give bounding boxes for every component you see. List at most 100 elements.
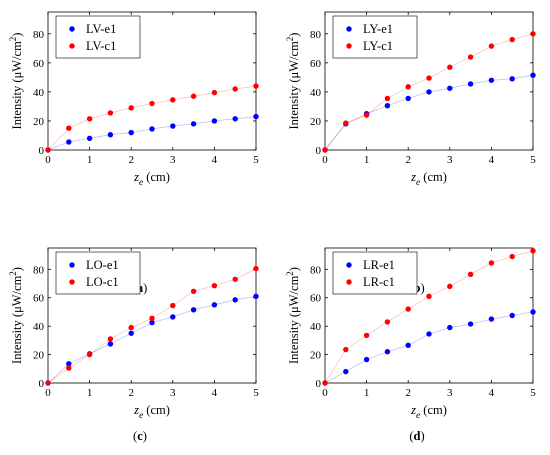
- legend-box: [332, 15, 418, 59]
- x-tick-label: 3: [170, 387, 176, 399]
- data-point-LY-e1: [405, 95, 411, 102]
- data-point-LY-e1: [467, 81, 474, 87]
- chart-panel-c: 0 1 2 3 4 5 0 20 40 60 80 ze (cm) Intensity (μW/cm2)…: [8, 247, 259, 421]
- data-point-LO-e1: [107, 341, 114, 347]
- data-point-LY-e1: [447, 85, 453, 91]
- y-tick-label: 80: [310, 29, 322, 41]
- legend-marker-LR-c1: [346, 279, 352, 285]
- series-trend-line-LO-e1: [47, 295, 257, 384]
- legend-marker-LR-e1: [346, 262, 352, 268]
- chart-panel-d: 0 1 2 3 4 5 0 20 40 60 80 ze (cm) Intensity (μW/cm2)…: [285, 247, 536, 421]
- data-point-LR-e1: [447, 324, 453, 331]
- legend-marker-LV-c1: [69, 43, 75, 49]
- data-point-LV-c1: [253, 83, 259, 89]
- data-point-LY-c1: [384, 95, 391, 102]
- data-point-LY-c1: [322, 147, 328, 153]
- data-point-LV-c1: [86, 116, 93, 122]
- plot-frame: [324, 247, 534, 384]
- data-point-LO-c1: [86, 351, 93, 358]
- y-tick-label: 60: [310, 293, 322, 305]
- x-tick-label: 3: [447, 387, 453, 399]
- series-trend-line-LV-e1: [47, 116, 257, 151]
- data-point-LV-e1: [107, 132, 114, 138]
- legend-marker-LY-c1: [346, 43, 352, 49]
- data-point-LY-c1: [467, 54, 474, 60]
- y-tick-label: 60: [33, 293, 45, 305]
- x-tick-label: 2: [128, 387, 134, 399]
- x-tick-label: 5: [530, 387, 536, 399]
- x-tick-label: 3: [447, 154, 453, 166]
- plot-frame: [47, 11, 257, 151]
- legend-box: [55, 251, 141, 295]
- y-axis-label: Intensity (μW/cm2): [285, 33, 301, 130]
- x-tick-label: 2: [405, 387, 411, 399]
- x-tick-label: 2: [128, 154, 134, 166]
- data-point-LV-c1: [170, 97, 176, 103]
- data-point-LO-c1: [170, 302, 176, 309]
- legend-marker-LY-e1: [346, 26, 352, 32]
- data-point-LR-c1: [447, 283, 453, 290]
- data-point-LR-c1: [509, 253, 515, 260]
- plot-frame: [47, 247, 257, 384]
- data-point-LR-c1: [426, 293, 432, 300]
- data-point-LR-c1: [488, 260, 495, 266]
- x-tick-label: 3: [170, 154, 176, 166]
- x-axis-label: ze (cm): [410, 170, 447, 188]
- legend-label-LY-c1: LY-c1: [363, 39, 393, 53]
- x-tick-label: 4: [489, 387, 495, 399]
- y-tick-label: 80: [33, 264, 45, 276]
- x-tick-label: 1: [364, 154, 370, 166]
- x-tick-label: 5: [253, 387, 259, 399]
- data-point-LO-e1: [170, 314, 176, 320]
- legend-label-LV-e1: LV-e1: [86, 22, 116, 36]
- data-point-LV-e1: [149, 126, 155, 132]
- data-point-LY-e1: [509, 76, 515, 82]
- data-point-LV-c1: [45, 147, 51, 153]
- x-tick-label: 0: [45, 387, 51, 399]
- data-point-LO-e1: [190, 307, 197, 313]
- y-tick-label: 0: [316, 145, 322, 157]
- y-axis-label: Intensity (μW/cm2): [8, 267, 24, 364]
- x-tick-label: 5: [530, 154, 536, 166]
- x-tick-label: 4: [489, 154, 495, 166]
- y-tick-label: 40: [33, 321, 45, 333]
- data-point-LY-c1: [509, 36, 515, 43]
- y-tick-label: 20: [310, 350, 322, 362]
- data-point-LO-e1: [232, 297, 238, 303]
- data-point-LY-e1: [488, 77, 495, 83]
- data-point-LY-c1: [363, 112, 370, 118]
- data-point-LO-c1: [66, 365, 72, 371]
- data-point-LR-e1: [426, 331, 432, 337]
- legend-label-LR-e1: LR-e1: [363, 258, 395, 272]
- data-point-LR-e1: [405, 342, 411, 349]
- y-tick-label: 0: [316, 378, 322, 390]
- y-tick-label: 20: [33, 116, 45, 128]
- data-point-LY-c1: [530, 31, 536, 37]
- data-point-LR-e1: [363, 356, 370, 363]
- y-tick-label: 80: [33, 29, 45, 41]
- legend-label-LO-c1: LO-c1: [86, 275, 119, 289]
- data-point-LY-e1: [384, 102, 391, 109]
- data-point-LV-c1: [149, 100, 155, 107]
- data-point-LO-c1: [211, 282, 218, 289]
- data-point-LR-c1: [322, 380, 328, 386]
- data-point-LR-c1: [530, 248, 536, 254]
- data-point-LR-c1: [405, 306, 411, 312]
- y-tick-label: 20: [33, 350, 45, 362]
- data-point-LO-c1: [253, 265, 259, 272]
- legend-box: [55, 15, 141, 59]
- x-tick-label: 1: [364, 387, 370, 399]
- legend-marker-LO-e1: [69, 262, 75, 268]
- data-point-LV-c1: [190, 93, 197, 99]
- data-point-LO-e1: [66, 361, 72, 367]
- x-axis-label: ze (cm): [133, 403, 170, 421]
- data-point-LV-e1: [190, 121, 197, 127]
- x-tick-label: 1: [87, 154, 93, 166]
- legend-label-LV-c1: LV-c1: [86, 39, 116, 53]
- data-point-LR-c1: [467, 271, 474, 277]
- y-tick-label: 40: [33, 87, 45, 99]
- data-point-LR-e1: [467, 321, 474, 327]
- chart-panel-b: 0 1 2 3 4 5 0 20 40 60 80 ze (cm) Intensity (μW/cm2)…: [285, 11, 536, 188]
- x-tick-label: 2: [405, 154, 411, 166]
